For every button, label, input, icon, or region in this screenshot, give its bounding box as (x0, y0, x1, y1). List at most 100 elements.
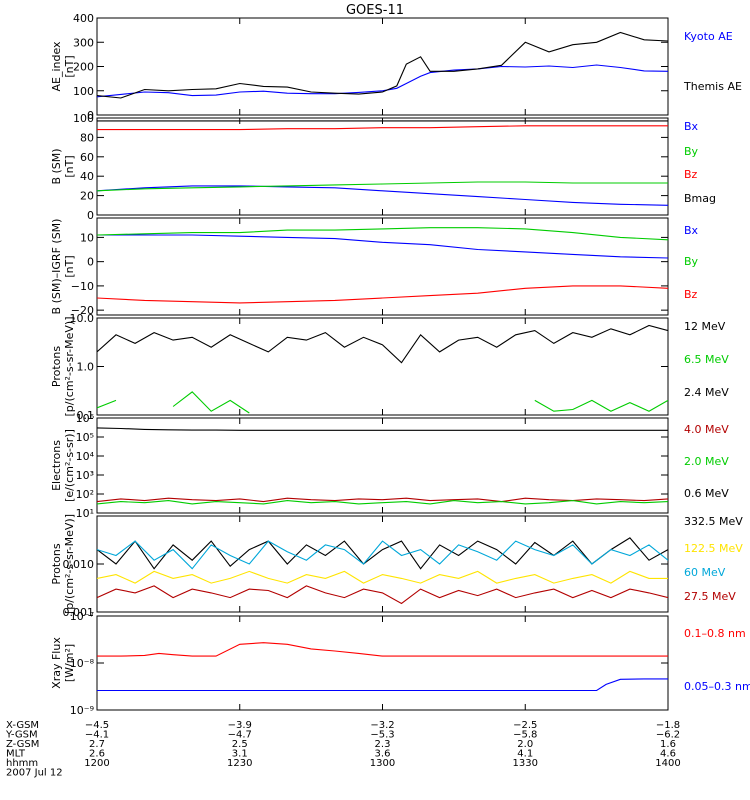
y-tick-label: 0.1 (77, 409, 95, 422)
y-tick-label: 0.010 (63, 558, 95, 571)
series-group (97, 324, 668, 414)
x-row-value: 4.6 (660, 749, 676, 760)
x-row-value: 2.0 (517, 739, 533, 750)
series-line (97, 497, 668, 503)
panel-frame (96, 615, 669, 711)
series-line (97, 285, 668, 304)
series-group (97, 642, 668, 692)
legend-label: 27.5 MeV (684, 590, 736, 603)
series-line (97, 537, 668, 570)
panel-7: 10⁻⁹ 10⁻⁸ 10⁻⁷ Xray Flux [W/m²] 0.1–0.8 nm 0.0… (50, 610, 750, 717)
y-tick-label: 20 (80, 190, 94, 203)
y-axis-label: Xray Flux (50, 637, 63, 689)
y-tick-label: 0 (87, 209, 94, 222)
y-axis-label: [W/m²] (63, 644, 76, 682)
y-axis-label: B (SM)–IGRF (SM) (50, 219, 63, 315)
x-row-value: 1400 (655, 758, 680, 769)
legend-label: 2.4 MeV (684, 386, 729, 399)
x-row-value: 2.3 (375, 739, 391, 750)
y-tick-label: 10⁻⁸ (70, 657, 95, 670)
panel-frame (96, 117, 669, 216)
x-row-value: 2.7 (89, 739, 105, 750)
y-tick-label: 300 (73, 36, 94, 49)
series-line (97, 234, 668, 259)
series-line (97, 391, 668, 414)
y-tick-label: 10 (80, 231, 94, 244)
panel-4: 0.1 1.0 10.0 Protons [p/(cm²-s-sr-MeV)] 12 Me… (50, 312, 729, 422)
x-row-value: −1.8 (656, 720, 680, 731)
series-group (97, 227, 668, 304)
x-row-value: 1200 (84, 758, 109, 769)
y-tick-label: 80 (80, 131, 94, 144)
y-tick-label: 10.0 (70, 312, 95, 325)
y-tick-label: 100 (73, 112, 94, 125)
legend-label: By (684, 255, 699, 268)
y-tick-label: 10⁶ (76, 412, 95, 425)
panel-frame (96, 317, 669, 416)
y-tick-label: 0.001 (63, 606, 95, 619)
legend-label: 332.5 MeV (684, 515, 743, 528)
x-row-value: 3.1 (232, 749, 248, 760)
y-axis-label: [nT] (63, 55, 76, 77)
y-tick-label: −10 (71, 280, 94, 293)
y-axis-label: [nT] (63, 255, 76, 277)
x-row-value: −4.7 (228, 730, 252, 741)
legend-label: 6.5 MeV (684, 353, 729, 366)
legend-label: 12 MeV (684, 320, 726, 333)
y-axis-label: [nT] (63, 155, 76, 177)
panel-3: −20 −10 0 10 B (SM)–IGRF (SM) [nT] Bx By Bz (50, 217, 699, 317)
series-group (97, 31, 668, 99)
x-row-value: −5.8 (513, 730, 537, 741)
y-tick-label: 10¹ (76, 507, 94, 520)
x-row-value: 3.6 (375, 749, 391, 760)
series-line (97, 31, 668, 99)
series-group (97, 427, 668, 505)
y-tick-label: 400 (73, 12, 94, 25)
x-row-value: −5.3 (370, 730, 394, 741)
series-line (97, 427, 668, 431)
panel-frame (96, 515, 669, 613)
x-row-value: 1300 (370, 758, 395, 769)
x-row-label: X-GSM (6, 720, 39, 731)
x-row-value: 4.1 (517, 749, 533, 760)
y-tick-label: 100 (73, 85, 94, 98)
y-tick-label: 40 (80, 170, 94, 183)
x-row-label: MLT (6, 749, 26, 760)
legend-label: Bz (684, 168, 698, 181)
y-tick-label: 0 (87, 109, 94, 122)
y-tick-label: 1.0 (77, 361, 95, 374)
legend-label: 60 MeV (684, 566, 726, 579)
legend-label: 0.05–0.3 nm (684, 680, 750, 693)
legend-label: 2.0 MeV (684, 455, 729, 468)
legend-label: Bmag (684, 192, 716, 205)
legend-label: Bx (684, 224, 699, 237)
series-group (97, 537, 668, 605)
legend-label: 0.6 MeV (684, 487, 729, 500)
series-line (97, 500, 668, 505)
panel-2: 0 20 40 60 80 100 B (SM) [nT] Bx By Bz Bmag (50, 112, 716, 222)
series-line (97, 227, 668, 241)
legend-label: Bx (684, 120, 699, 133)
series-line (97, 678, 668, 692)
series-line (97, 185, 668, 206)
series-line (97, 64, 668, 98)
series-line (97, 585, 668, 605)
x-row-value: 1330 (513, 758, 538, 769)
panel-5: 10¹ 10² 10³ 10⁴ 10⁵ 10⁶ Electrons [e/(cm²-s-sr)… (50, 412, 729, 520)
legend-label: 122.5 MeV (684, 542, 743, 555)
legend-label: By (684, 145, 699, 158)
x-row-value: 2.6 (89, 749, 105, 760)
x-row-label: Y-GSM (5, 730, 38, 741)
y-tick-label: 200 (73, 61, 94, 74)
x-row-value: 1230 (227, 758, 252, 769)
y-axis-label: B (SM) (50, 148, 63, 184)
legend-label: 0.1–0.8 nm (684, 627, 746, 640)
x-row-value: −4.5 (85, 720, 109, 731)
y-axis-label: [p/(cm²-s-sr-MeV)] (63, 514, 76, 614)
x-row-value: 2.5 (232, 739, 248, 750)
series-line (97, 642, 668, 657)
x-row-value: −3.2 (370, 720, 394, 731)
